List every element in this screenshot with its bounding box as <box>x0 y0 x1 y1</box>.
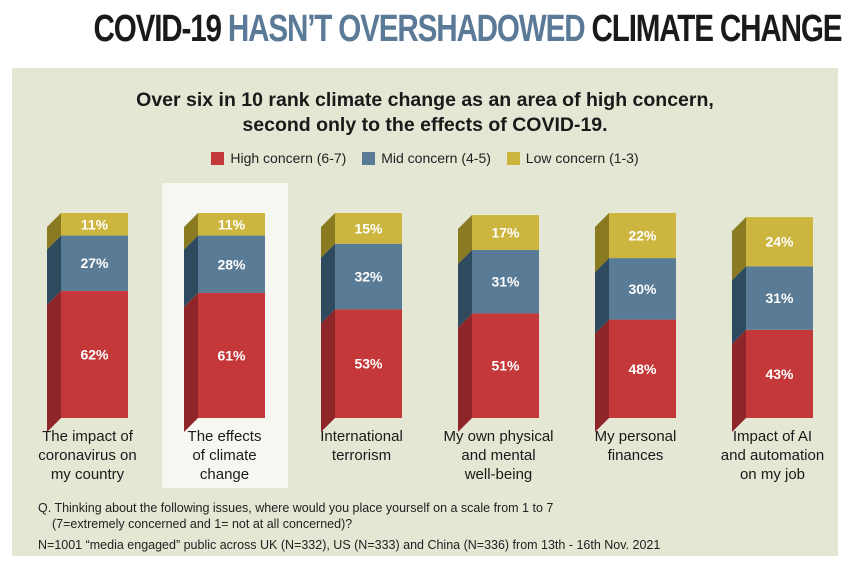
legend-item-low: Low concern (1-3) <box>506 150 639 166</box>
bar-segment-mid-1 <box>198 235 265 293</box>
value-label-high-4: 48% <box>628 361 657 377</box>
legend: High concern (6-7) Mid concern (4-5) Low… <box>0 150 850 166</box>
bar-segment-low-3 <box>472 215 539 250</box>
bar-segment-low-5 <box>746 217 813 267</box>
bar-segment-high-0 <box>61 290 128 418</box>
category-label-1-1: of climate <box>192 447 256 464</box>
headline-part2: CLIMATE CHANGE <box>591 8 843 50</box>
legend-swatch-low <box>506 152 520 165</box>
bar-side-high-5 <box>732 329 746 432</box>
value-label-mid-3: 31% <box>491 274 520 290</box>
bar-side-high-3 <box>458 313 472 432</box>
value-label-mid-4: 30% <box>628 281 657 297</box>
value-label-low-3: 17% <box>491 224 520 240</box>
bar-segment-high-3 <box>472 313 539 418</box>
bar-segment-mid-0 <box>61 235 128 291</box>
bar-segment-mid-3 <box>472 249 539 314</box>
category-label-3-0: My own physical <box>443 428 553 445</box>
bar-side-mid-1 <box>184 235 198 307</box>
bar-segment-low-1 <box>198 213 265 236</box>
bar-segment-high-4 <box>609 319 676 418</box>
value-label-high-5: 43% <box>765 366 794 382</box>
category-label-1-0: The effects <box>188 428 262 445</box>
bar-segment-low-2 <box>335 213 402 244</box>
bar-side-low-1 <box>184 213 198 250</box>
bar-side-low-5 <box>732 217 746 281</box>
category-label-3-1: and mental <box>461 447 535 464</box>
value-label-low-4: 22% <box>628 228 657 244</box>
legend-swatch-mid <box>362 152 376 165</box>
category-label-2-1: terrorism <box>332 447 391 464</box>
bar-segment-low-0 <box>61 213 128 236</box>
headline-highlight: HASN’T OVERSHADOWED <box>227 8 586 50</box>
bar-side-high-1 <box>184 292 198 432</box>
category-label-5-2: on my job <box>740 466 805 483</box>
value-label-low-5: 24% <box>765 234 794 250</box>
legend-swatch-high <box>211 152 225 165</box>
category-label-0-0: The impact of <box>42 428 134 445</box>
bar-segment-mid-5 <box>746 266 813 330</box>
category-label-0-1: coronavirus on <box>38 447 136 464</box>
bar-side-high-2 <box>321 309 335 432</box>
category-label-1-2: change <box>200 466 249 483</box>
bar-side-mid-4 <box>595 258 609 334</box>
value-label-high-0: 62% <box>80 346 109 362</box>
bar-side-low-3 <box>458 215 472 264</box>
value-label-mid-0: 27% <box>80 255 109 271</box>
question-text: Q. Thinking about the following issues, … <box>38 501 554 515</box>
value-label-low-0: 11% <box>81 216 109 232</box>
category-label-5-1: and automation <box>721 447 824 464</box>
chart-title-line1: Over six in 10 rank climate change as an… <box>136 89 714 111</box>
value-label-mid-2: 32% <box>354 269 383 285</box>
page-headline: COVID-19 HASN’T OVERSHADOWED CLIMATE CHA… <box>93 8 843 51</box>
bar-side-low-2 <box>321 213 335 258</box>
sample-note: N=1001 “media engaged” public across UK … <box>38 538 661 552</box>
bar-side-mid-5 <box>732 266 746 344</box>
category-label-4-1: finances <box>608 447 664 464</box>
value-label-high-3: 51% <box>491 358 520 374</box>
bar-segment-high-2 <box>335 309 402 418</box>
chart-title: Over six in 10 rank climate change as an… <box>0 88 850 138</box>
bar-segment-mid-4 <box>609 258 676 320</box>
chart-panel <box>12 68 838 556</box>
chart-title-line2: second only to the effects of COVID-19. <box>242 114 608 136</box>
legend-label-low: Low concern (1-3) <box>525 150 639 166</box>
bar-side-mid-2 <box>321 243 335 324</box>
bar-side-high-4 <box>595 319 609 432</box>
category-label-5-0: Impact of AI <box>733 428 812 445</box>
category-label-3-2: well-being <box>464 466 533 483</box>
value-label-mid-1: 28% <box>217 256 246 272</box>
question-text-cont: (7=extremely concerned and 1= not at all… <box>52 517 353 531</box>
bar-segment-high-5 <box>746 329 813 418</box>
legend-label-mid: Mid concern (4-5) <box>381 150 491 166</box>
value-label-low-2: 15% <box>354 220 383 236</box>
legend-item-mid: Mid concern (4-5) <box>362 150 491 166</box>
legend-item-high: High concern (6-7) <box>211 150 346 166</box>
bar-segment-low-4 <box>609 213 676 259</box>
bar-segment-high-1 <box>198 292 265 418</box>
bar-side-mid-0 <box>47 235 61 305</box>
value-label-mid-5: 31% <box>765 290 794 306</box>
category-label-4-0: My personal <box>595 428 677 445</box>
headline-part1: COVID-19 <box>93 8 223 50</box>
bar-side-low-0 <box>47 213 61 250</box>
bar-side-high-0 <box>47 290 61 432</box>
value-label-high-2: 53% <box>354 356 383 372</box>
bar-segment-mid-2 <box>335 243 402 310</box>
category-label-2-0: International <box>320 428 403 445</box>
category-label-0-2: my country <box>51 466 125 483</box>
value-label-high-1: 61% <box>217 347 246 363</box>
legend-label-high: High concern (6-7) <box>230 150 347 166</box>
value-label-low-1: 11% <box>218 216 246 232</box>
bar-side-low-4 <box>595 213 609 273</box>
bar-side-mid-3 <box>458 249 472 328</box>
